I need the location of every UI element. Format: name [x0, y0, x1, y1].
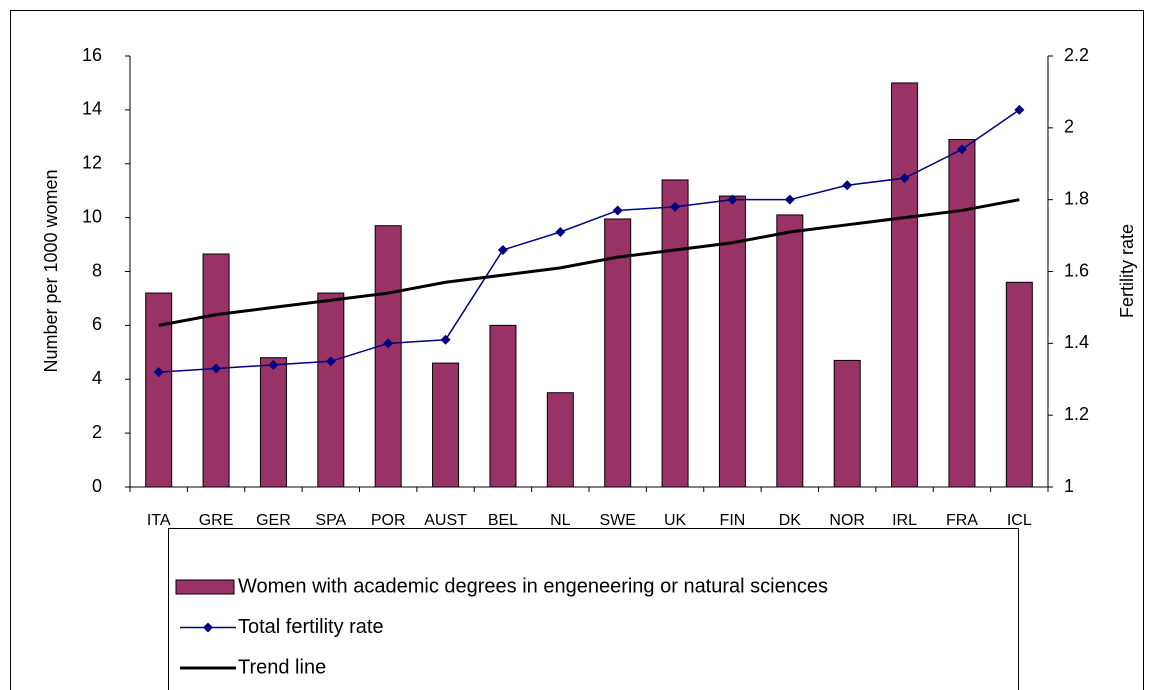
legend: [168, 528, 1019, 690]
fertility-line: [158, 109, 1020, 373]
x-tick-label: DK: [779, 512, 802, 529]
y2-tick-label: 1: [1064, 476, 1074, 496]
y2-axis-title: Fertility rate: [1117, 224, 1137, 318]
x-tick-label: BEL: [488, 512, 518, 529]
y2-tick-label: 1.6: [1064, 260, 1089, 280]
line-marker: [211, 363, 222, 374]
y-tick-label: 10: [82, 206, 102, 226]
legend-marker: [203, 622, 213, 633]
legend-label: Trend line: [238, 656, 326, 678]
x-tick-label: FRA: [946, 512, 978, 529]
line-marker: [1014, 104, 1025, 115]
y2-tick-label: 1.4: [1064, 332, 1089, 352]
x-tick-label: IRL: [892, 512, 917, 529]
y-tick-label: 0: [92, 476, 102, 496]
x-tick-label: SWE: [599, 512, 635, 529]
legend-label: Women with academic degrees in engeneeri…: [238, 575, 828, 597]
y-tick-label: 6: [92, 314, 102, 334]
bar: [833, 359, 861, 488]
bar: [891, 82, 919, 488]
x-tick-label: AUST: [424, 512, 467, 529]
bar: [661, 179, 689, 488]
y-tick-label: 12: [82, 153, 102, 173]
bar: [432, 362, 460, 488]
bar: [259, 357, 287, 488]
bar: [948, 139, 976, 488]
legend-label: Total fertility rate: [238, 616, 384, 638]
bar: [374, 225, 402, 488]
line-marker: [842, 180, 853, 191]
x-tick-label: GRE: [199, 512, 234, 529]
line-marker: [383, 338, 394, 349]
chart-border: [10, 10, 1144, 690]
x-tick-label: NL: [550, 512, 571, 529]
line-marker: [727, 194, 738, 205]
x-tick-label: ITA: [147, 512, 171, 529]
bar: [604, 218, 632, 488]
x-tick-label: UK: [664, 512, 687, 529]
line-marker: [899, 173, 910, 184]
line-marker: [670, 201, 681, 212]
x-tick-label: ICL: [1007, 512, 1032, 529]
y-tick-label: 8: [92, 260, 102, 280]
line-marker: [153, 367, 164, 378]
x-tick-label: SPA: [315, 512, 346, 529]
line-marker: [440, 334, 451, 345]
x-tick-label: FIN: [720, 512, 746, 529]
bar: [317, 292, 345, 488]
y2-tick-label: 2: [1064, 117, 1074, 137]
y-tick-label: 14: [82, 99, 102, 119]
line-marker: [784, 194, 795, 205]
y-axis-title: Number per 1000 women: [41, 169, 61, 372]
line-marker: [268, 359, 279, 370]
line-marker: [497, 244, 508, 255]
bar: [776, 214, 804, 488]
x-tick-label: NOR: [829, 512, 865, 529]
line-marker: [612, 205, 623, 216]
line-marker: [956, 144, 967, 155]
y2-tick-label: 1.8: [1064, 188, 1089, 208]
bar: [546, 392, 574, 488]
bar: [489, 324, 517, 488]
y-tick-label: 2: [92, 422, 102, 442]
y2-tick-label: 1.2: [1064, 404, 1089, 424]
x-tick-label: POR: [371, 512, 406, 529]
y2-tick-label: 2.2: [1064, 45, 1089, 65]
y-tick-label: 16: [82, 45, 102, 65]
trend-line: [158, 198, 1020, 327]
y-tick-label: 4: [92, 368, 102, 388]
line-marker: [325, 356, 336, 367]
line-marker: [555, 226, 566, 237]
legend-swatch: [175, 579, 235, 595]
bar: [1005, 281, 1033, 488]
x-tick-label: GER: [256, 512, 291, 529]
